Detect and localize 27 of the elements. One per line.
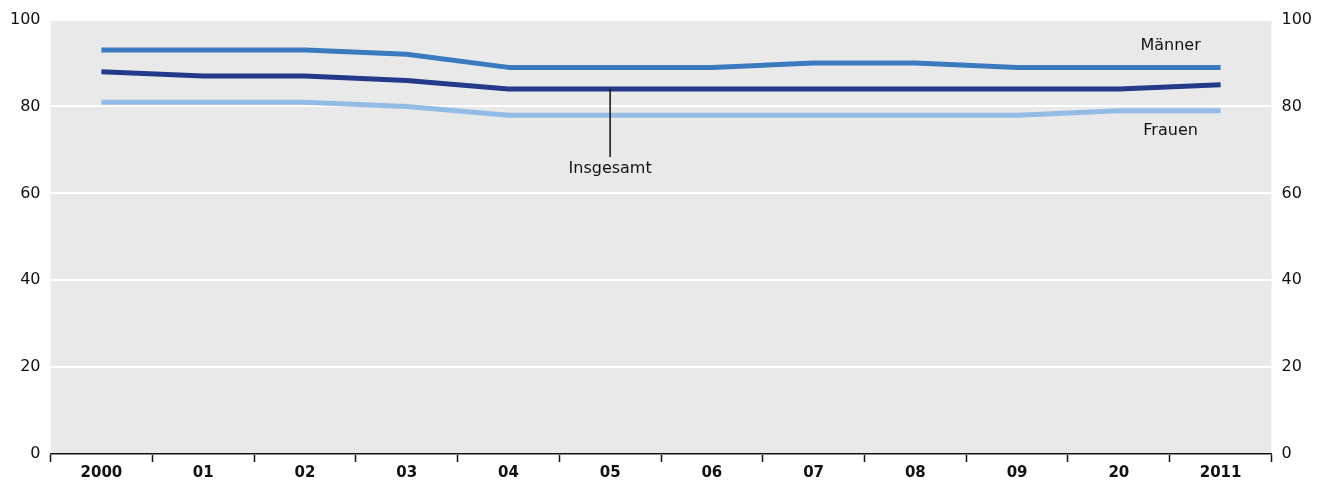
y-tick-label: 80	[20, 95, 41, 115]
y2-tick-label: 0	[1281, 443, 1292, 463]
y-tick-label: 100	[9, 8, 41, 28]
x-tick-label: 02	[294, 462, 316, 481]
y-tick-label: 20	[20, 356, 41, 376]
series-label: Männer	[1140, 34, 1202, 54]
y-tick-label: 0	[30, 443, 41, 463]
x-tick-label: 06	[701, 462, 723, 481]
y-tick-label: 40	[20, 269, 41, 289]
y-tick-label: 60	[20, 182, 41, 202]
x-tick-label: 20	[1108, 462, 1130, 481]
x-tick-label: 03	[396, 462, 418, 481]
y2-tick-label: 100	[1281, 8, 1313, 28]
x-tick-label: 07	[803, 462, 825, 481]
text: Insgesamt	[568, 158, 652, 178]
x-tick-label: 04	[497, 462, 519, 481]
y2-tick-label: 60	[1281, 182, 1302, 202]
x-tick-label: 05	[599, 462, 621, 481]
y2-tick-label: 20	[1281, 356, 1302, 376]
x-tick-label: 09	[1006, 462, 1028, 481]
x-tick-label: 08	[904, 462, 926, 481]
x-tick-label: 2000	[80, 462, 123, 481]
series-label: Frauen	[1143, 119, 1198, 139]
x-tick-label: 01	[192, 462, 214, 481]
x-tick-label: 2011	[1199, 462, 1242, 481]
y2-tick-label: 40	[1281, 269, 1302, 289]
y2-tick-label: 80	[1281, 95, 1302, 115]
